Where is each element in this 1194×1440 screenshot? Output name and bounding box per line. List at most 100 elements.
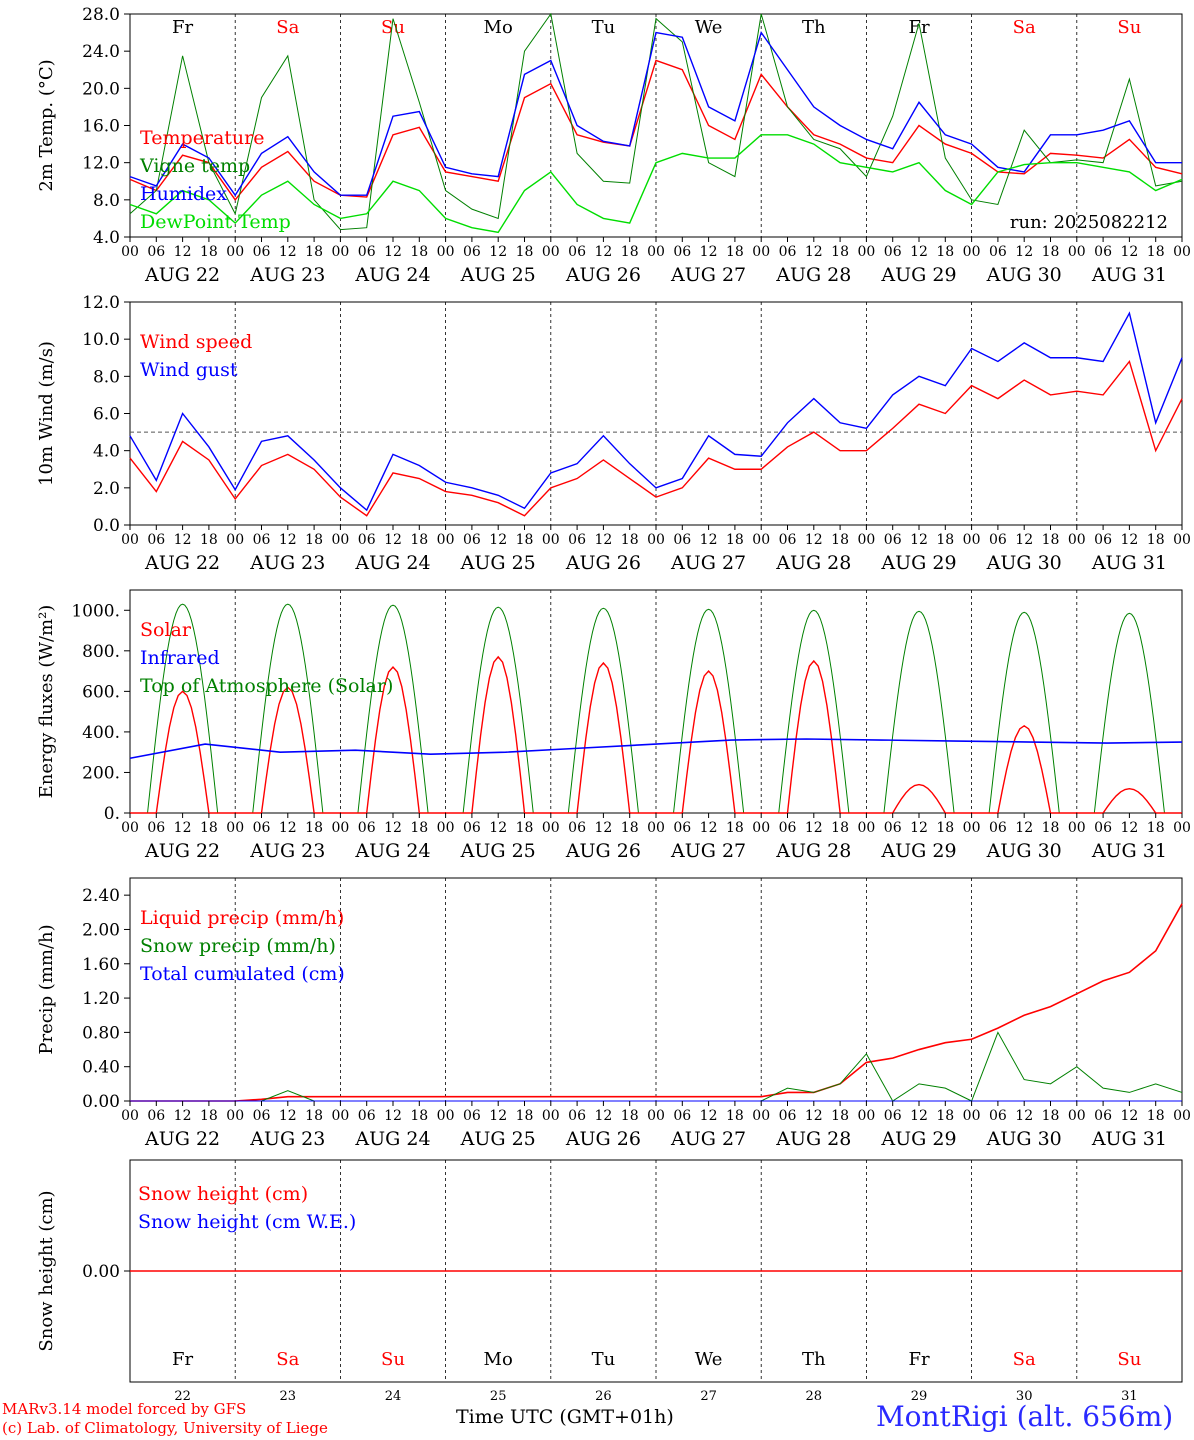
hour-tick-label: 06	[779, 244, 797, 260]
model-credit-line1: MARv3.14 model forced by GFS	[2, 1400, 247, 1418]
hour-tick-label: 00	[857, 532, 875, 548]
hour-tick-label: 18	[936, 1108, 954, 1124]
date-label: AUG 29	[880, 264, 956, 286]
hour-tick-label: 18	[410, 820, 428, 836]
weekday-label: Su	[1117, 1349, 1141, 1370]
series-line	[129, 59, 1183, 201]
y-axis-label: 2m Temp. (°C)	[36, 59, 57, 191]
date-label: AUG 25	[460, 264, 536, 286]
weekday-label: Fr	[172, 17, 193, 38]
hour-tick-label: 12	[279, 820, 297, 836]
hour-tick-label: 00	[542, 1108, 560, 1124]
hour-tick-label: 06	[673, 1108, 691, 1124]
date-label: AUG 23	[249, 264, 325, 286]
hour-tick-label: 06	[673, 532, 691, 548]
hour-tick-label: 12	[489, 244, 507, 260]
day-number-label: 22	[174, 1389, 191, 1404]
hour-tick-label: 00	[542, 532, 560, 548]
hour-tick-label: 18	[831, 244, 849, 260]
hour-tick-label: 00	[963, 820, 981, 836]
panel-3: 0. 200. 400. 600. 800. 1000. Energy fluxes (W/…	[36, 589, 1183, 824]
hour-tick-label: 12	[384, 820, 402, 836]
hour-tick-label: 06	[989, 244, 1007, 260]
hour-tick-label: 00	[647, 1108, 665, 1124]
hour-tick-label: 12	[910, 1108, 928, 1124]
hour-tick-label: 12	[805, 244, 823, 260]
date-label: AUG 27	[670, 840, 746, 862]
hour-tick-label: 12	[594, 1108, 612, 1124]
day-number-label: 26	[595, 1389, 612, 1404]
panel-frame	[129, 301, 1183, 526]
legend-entry: Total cumulated (cm)	[140, 963, 345, 985]
hour-tick-label: 06	[253, 532, 271, 548]
date-label: AUG 28	[775, 1128, 851, 1150]
date-label: AUG 23	[249, 840, 325, 862]
date-label: AUG 29	[880, 1128, 956, 1150]
series-line	[129, 359, 1183, 517]
hour-tick-label: 18	[1042, 532, 1060, 548]
date-label: AUG 28	[775, 264, 851, 286]
hour-tick-label: 12	[174, 244, 192, 260]
hour-tick-label: 18	[726, 532, 744, 548]
time-axis-3: 00 06 12 18 00 06 12 18 00 06 12 18 00 06 12 18 00 06 12 18…	[121, 813, 1191, 862]
hour-tick-label: 00	[963, 532, 981, 548]
weekday-label: Th	[802, 1349, 826, 1370]
panel-2: 0.0 2.0 4.0 6.0 8.0 10.0 12.0 10m Wind (m/s) Win…	[36, 293, 1183, 536]
day-number-label: 24	[385, 1389, 402, 1404]
legend-entry: Wind gust	[140, 359, 238, 381]
hour-tick-label: 18	[200, 532, 218, 548]
hour-tick-label: 18	[1147, 820, 1165, 836]
hour-tick-label: 06	[884, 244, 902, 260]
date-label: AUG 30	[986, 552, 1062, 574]
hour-tick-label: 12	[1015, 532, 1033, 548]
hour-tick-label: 00	[542, 244, 560, 260]
hour-tick-label: 00	[857, 1108, 875, 1124]
hour-tick-label: 18	[200, 820, 218, 836]
hour-tick-label: 12	[1120, 820, 1138, 836]
y-tick-label: 800.	[82, 642, 120, 662]
time-axis-2: 00 06 12 18 00 06 12 18 00 06 12 18 00 06 12 18 00 06 12 18…	[121, 525, 1191, 574]
y-axis-label: 10m Wind (m/s)	[36, 341, 57, 486]
toa-solar-line	[1093, 612, 1165, 814]
infrared-line	[129, 738, 1183, 760]
hour-tick-label: 00	[1173, 1108, 1191, 1124]
date-label: AUG 31	[1091, 552, 1167, 574]
hour-tick-label: 00	[226, 820, 244, 836]
hour-tick-label: 12	[805, 1108, 823, 1124]
hour-tick-label: 00	[226, 244, 244, 260]
hour-tick-label: 18	[200, 244, 218, 260]
hour-tick-label: 06	[1094, 1108, 1112, 1124]
date-label: AUG 30	[986, 264, 1062, 286]
hour-tick-label: 12	[279, 1108, 297, 1124]
hour-tick-label: 06	[253, 244, 271, 260]
hour-tick-label: 18	[726, 244, 744, 260]
hour-tick-label: 18	[831, 532, 849, 548]
legend-entry: Wind speed	[140, 331, 252, 353]
date-label: AUG 26	[565, 552, 641, 574]
hour-tick-label: 12	[1015, 1108, 1033, 1124]
hour-tick-label: 18	[410, 1108, 428, 1124]
hour-tick-label: 00	[647, 820, 665, 836]
hour-tick-label: 12	[700, 820, 718, 836]
date-label: AUG 29	[880, 552, 956, 574]
y-tick-label: 0.0	[93, 516, 120, 536]
hour-tick-label: 12	[1015, 244, 1033, 260]
hour-tick-label: 18	[305, 1108, 323, 1124]
hour-tick-label: 18	[516, 820, 534, 836]
hour-tick-label: 18	[831, 1108, 849, 1124]
legend-entry: Snow height (cm W.E.)	[138, 1211, 356, 1233]
hour-tick-label: 00	[121, 820, 139, 836]
toa-solar-line	[778, 609, 850, 814]
weekday-label: Tu	[592, 17, 616, 38]
legend-entry: Temperature	[140, 127, 264, 149]
hour-tick-label: 00	[1068, 1108, 1086, 1124]
hour-tick-label: 06	[463, 820, 481, 836]
hour-tick-label: 06	[1094, 244, 1112, 260]
legend-entry: Humidex	[140, 183, 227, 205]
date-label: AUG 28	[775, 552, 851, 574]
hour-tick-label: 00	[963, 244, 981, 260]
legend-entry: DewPoint Temp	[140, 211, 291, 233]
hour-tick-label: 12	[910, 532, 928, 548]
weekday-label: Sa	[1013, 17, 1036, 38]
hour-tick-label: 18	[305, 820, 323, 836]
